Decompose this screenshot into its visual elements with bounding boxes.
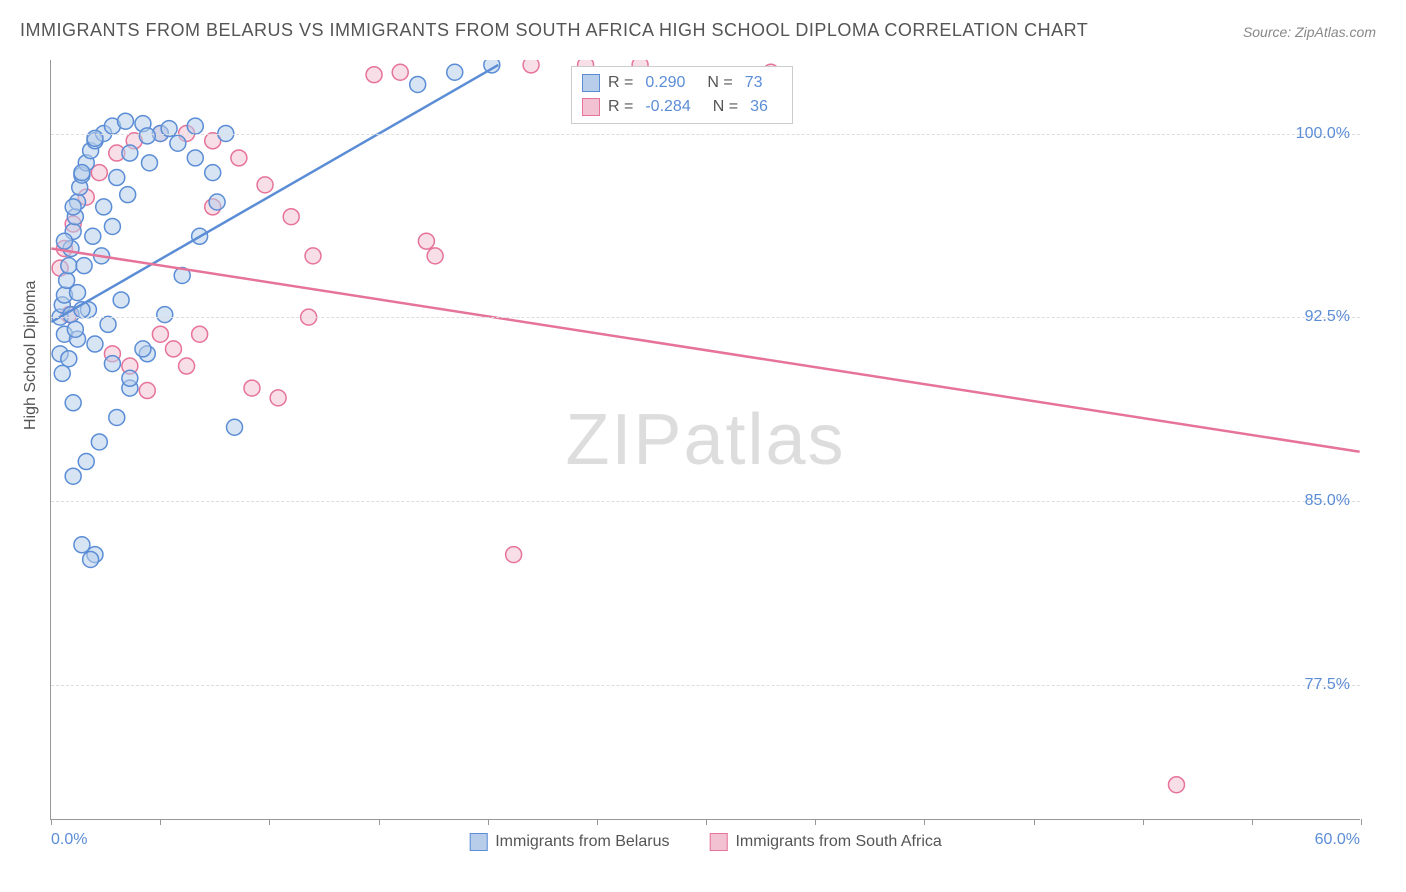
legend-item-belarus: Immigrants from Belarus <box>469 833 669 851</box>
gridline <box>51 317 1360 318</box>
gridline <box>51 685 1360 686</box>
swatch-south-africa <box>582 98 600 116</box>
x-axis-max-label: 60.0% <box>1315 831 1360 849</box>
x-tick-mark <box>160 819 161 825</box>
n-value-south-africa: 36 <box>750 95 768 119</box>
x-tick-mark <box>1361 819 1362 825</box>
stats-legend-box: R = 0.290 N = 73 R = -0.284 N = 36 <box>571 66 793 124</box>
swatch-south-africa <box>709 833 727 851</box>
x-tick-mark <box>924 819 925 825</box>
x-tick-mark <box>488 819 489 825</box>
watermark-zip: ZIP <box>565 400 683 480</box>
x-tick-mark <box>1034 819 1035 825</box>
y-tick-label: 92.5% <box>1305 308 1360 326</box>
n-value-belarus: 73 <box>745 71 763 95</box>
r-label: R = <box>608 95 633 119</box>
x-tick-mark <box>815 819 816 825</box>
stats-row-south-africa: R = -0.284 N = 36 <box>582 95 782 119</box>
y-tick-label: 77.5% <box>1305 676 1360 694</box>
chart-title: IMMIGRANTS FROM BELARUS VS IMMIGRANTS FR… <box>20 20 1088 41</box>
stats-row-belarus: R = 0.290 N = 73 <box>582 71 782 95</box>
r-label: R = <box>608 71 633 95</box>
x-tick-mark <box>597 819 598 825</box>
swatch-belarus <box>469 833 487 851</box>
gridline <box>51 501 1360 502</box>
chart-plot-area: ZIPatlas 100.0%92.5%85.0%77.5% 0.0% 60.0… <box>50 60 1360 820</box>
y-tick-label: 100.0% <box>1296 125 1360 143</box>
x-tick-mark <box>1143 819 1144 825</box>
legend-label-belarus: Immigrants from Belarus <box>495 833 669 851</box>
r-value-south-africa: -0.284 <box>645 95 690 119</box>
x-axis-min-label: 0.0% <box>51 831 87 849</box>
y-tick-label: 85.0% <box>1305 492 1360 510</box>
n-label: N = <box>707 71 732 95</box>
x-tick-mark <box>269 819 270 825</box>
series-legend: Immigrants from Belarus Immigrants from … <box>469 833 942 851</box>
x-tick-mark <box>1252 819 1253 825</box>
source-attribution: Source: ZipAtlas.com <box>1243 24 1376 40</box>
n-label: N = <box>713 95 738 119</box>
x-tick-mark <box>706 819 707 825</box>
swatch-belarus <box>582 74 600 92</box>
r-value-belarus: 0.290 <box>645 71 685 95</box>
y-axis-label: High School Diploma <box>22 281 40 430</box>
legend-item-south-africa: Immigrants from South Africa <box>709 833 941 851</box>
x-tick-mark <box>51 819 52 825</box>
gridline <box>51 134 1360 135</box>
watermark-atlas: atlas <box>683 400 845 480</box>
legend-label-south-africa: Immigrants from South Africa <box>735 833 941 851</box>
watermark: ZIPatlas <box>565 399 845 481</box>
x-tick-mark <box>379 819 380 825</box>
